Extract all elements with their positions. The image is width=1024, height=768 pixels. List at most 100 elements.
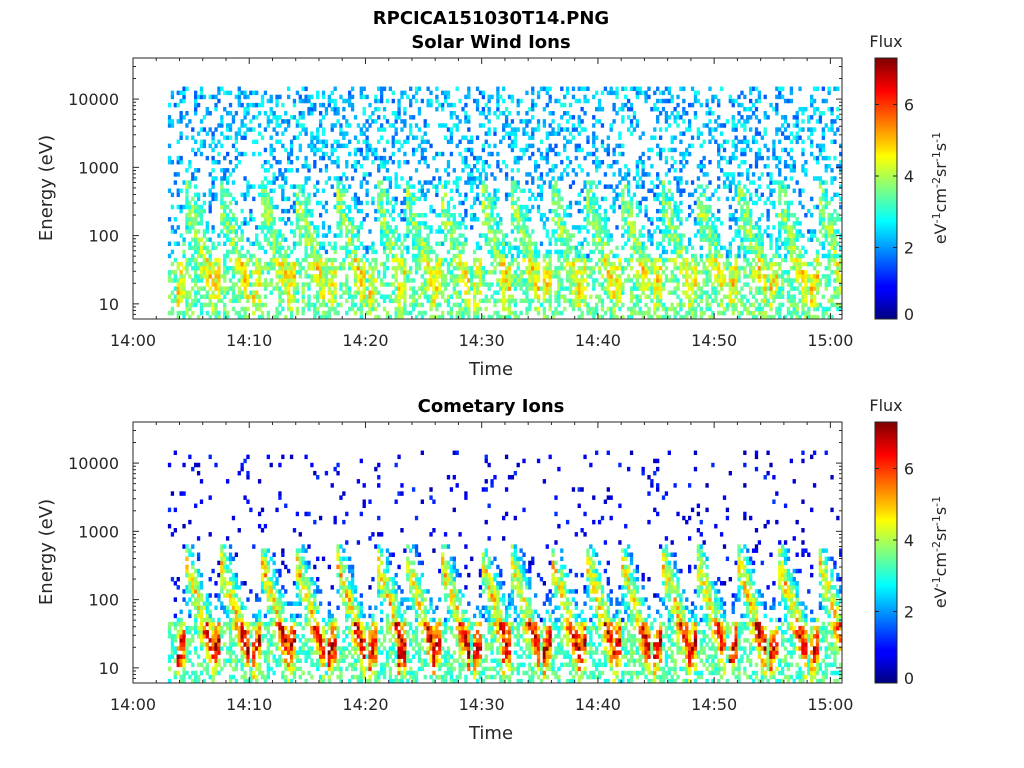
heatmap-cell-4655 xyxy=(731,217,735,222)
heatmap-cell-789 xyxy=(266,221,270,226)
heatmap-cell-1023 xyxy=(292,200,297,206)
heatmap-cell-880 xyxy=(275,115,279,120)
heatmap-cell-3516 xyxy=(592,196,596,202)
heatmap-cell-759 xyxy=(263,237,268,242)
heatmap-cell-4418 xyxy=(702,270,706,275)
heatmap-cell-4453 xyxy=(705,212,709,218)
heatmap-cell-3850 xyxy=(632,115,637,120)
heatmap-cell-4908 xyxy=(757,241,762,246)
heatmap-cell-1410 xyxy=(339,282,343,287)
heatmap-cell-1276 xyxy=(321,245,326,251)
heatmap-cell-1412 xyxy=(339,261,343,267)
heatmap-cell-279 xyxy=(202,245,207,251)
heatmap-cell-1990 xyxy=(409,270,413,275)
heatmap-cell-4263 xyxy=(682,265,686,271)
heatmap-cell-2746 xyxy=(502,290,506,295)
heatmap-cell-4110 xyxy=(664,225,669,230)
heatmap-cell-3729 xyxy=(618,180,622,185)
heatmap-cell-762 xyxy=(263,221,268,226)
heatmap-cell-3742 xyxy=(621,270,625,275)
heatmap-cell-1692 xyxy=(374,290,378,295)
heatmap-cell-2445 xyxy=(464,241,468,246)
heatmap-cell-767 xyxy=(263,200,268,206)
heatmap-cell-418 xyxy=(220,188,224,193)
heatmap-cell-2724 xyxy=(499,298,503,304)
heatmap-cell-4798 xyxy=(746,221,750,226)
heatmap-cell-267 xyxy=(199,94,204,100)
heatmap-cell-3707 xyxy=(615,196,619,202)
heatmap-cell-1923 xyxy=(400,217,404,222)
heatmap-cell-2169 xyxy=(429,274,433,279)
heatmap-cell-2729 xyxy=(499,261,503,267)
heatmap-cell-2088 xyxy=(420,310,424,316)
heatmap-cell-801 xyxy=(266,119,270,124)
heatmap-cell-1078 xyxy=(301,310,305,316)
heatmap-cell-1177 xyxy=(310,143,314,149)
heatmap-cell-2291 xyxy=(446,298,451,304)
heatmap-cell-2269 xyxy=(443,286,448,291)
heatmap-cell-622 xyxy=(243,192,247,198)
heatmap-cell-3172 xyxy=(551,192,555,198)
heatmap-cell-306 xyxy=(205,225,209,230)
heatmap-cell-2859 xyxy=(513,200,517,206)
heatmap-cell-1115 xyxy=(304,225,308,230)
heatmap-cell-2488 xyxy=(470,274,474,279)
heatmap-cell-3928 xyxy=(641,164,645,169)
heatmap-cell-2465 xyxy=(467,306,471,312)
heatmap-cell-3427 xyxy=(580,127,584,132)
heatmap-cell-925 xyxy=(281,208,285,214)
heatmap-cell-4062 xyxy=(658,192,663,198)
heatmap-cell-2570 xyxy=(478,155,483,161)
heatmap-cell-4813 xyxy=(749,310,753,316)
heatmap-cell-3897 xyxy=(638,204,642,210)
heatmap-cell-2749 xyxy=(502,278,506,283)
heatmap-cell-663 xyxy=(249,212,253,218)
heatmap-cell-902 xyxy=(278,184,282,189)
heatmap-cell-2492 xyxy=(470,217,474,222)
heatmap-cell-2744 xyxy=(502,298,506,304)
heatmap-cell-248 xyxy=(199,278,204,283)
heatmap-cell-320 xyxy=(208,261,212,267)
heatmap-cell-4439 xyxy=(705,294,709,300)
heatmap-cell-476 xyxy=(225,204,230,210)
heatmap-cell-4471 xyxy=(708,257,712,263)
heatmap-cell-2460 xyxy=(464,111,468,116)
heatmap-cell-3999 xyxy=(653,286,657,291)
heatmap-cell-3552 xyxy=(595,119,599,124)
heatmap-cell-1772 xyxy=(382,225,387,230)
heatmap-cell-2194 xyxy=(432,265,436,271)
heatmap-cell-4067 xyxy=(658,135,663,140)
heatmap-cell-930 xyxy=(281,176,285,181)
heatmap-cell-2079 xyxy=(417,188,422,193)
heatmap-cell-4240 xyxy=(679,241,683,246)
heatmap-cell-3034 xyxy=(533,265,538,271)
heatmap-cell-172 xyxy=(191,225,195,230)
heatmap-cell-662 xyxy=(249,217,253,222)
heatmap-cell-1850 xyxy=(391,135,395,140)
heatmap-cell-2087 xyxy=(420,314,424,319)
heatmap-cell-641 xyxy=(246,257,250,263)
heatmap-cell-3565 xyxy=(597,233,602,238)
heatmap-cell-526 xyxy=(231,217,236,222)
heatmap-cell-671 xyxy=(252,302,256,308)
heatmap-cell-598 xyxy=(240,208,244,214)
heatmap-cell-1312 xyxy=(324,139,329,145)
heatmap-cell-4422 xyxy=(702,233,706,238)
heatmap-cell-482 xyxy=(225,151,230,157)
heatmap-cell-4514 xyxy=(711,98,715,104)
heatmap-cell-1432 xyxy=(339,94,343,100)
heatmap-cell-2213 xyxy=(435,241,439,246)
heatmap-cell-3450 xyxy=(583,111,587,116)
heatmap-cell-4914 xyxy=(757,196,762,202)
heatmap-cell-2276 xyxy=(443,225,448,230)
heatmap-cell-3600 xyxy=(600,123,605,128)
heatmap-cell-2047 xyxy=(414,237,419,242)
heatmap-cell-3592 xyxy=(600,237,605,242)
heatmap-cell-3486 xyxy=(589,257,593,263)
heatmap-cell-664 xyxy=(249,208,253,214)
heatmap-cell-195 xyxy=(194,245,198,251)
heatmap-cell-1376 xyxy=(333,147,337,153)
heatmap-cell-642 xyxy=(246,249,250,255)
heatmap-cell-1866 xyxy=(394,253,398,259)
heatmap-cell-940 xyxy=(284,278,288,283)
